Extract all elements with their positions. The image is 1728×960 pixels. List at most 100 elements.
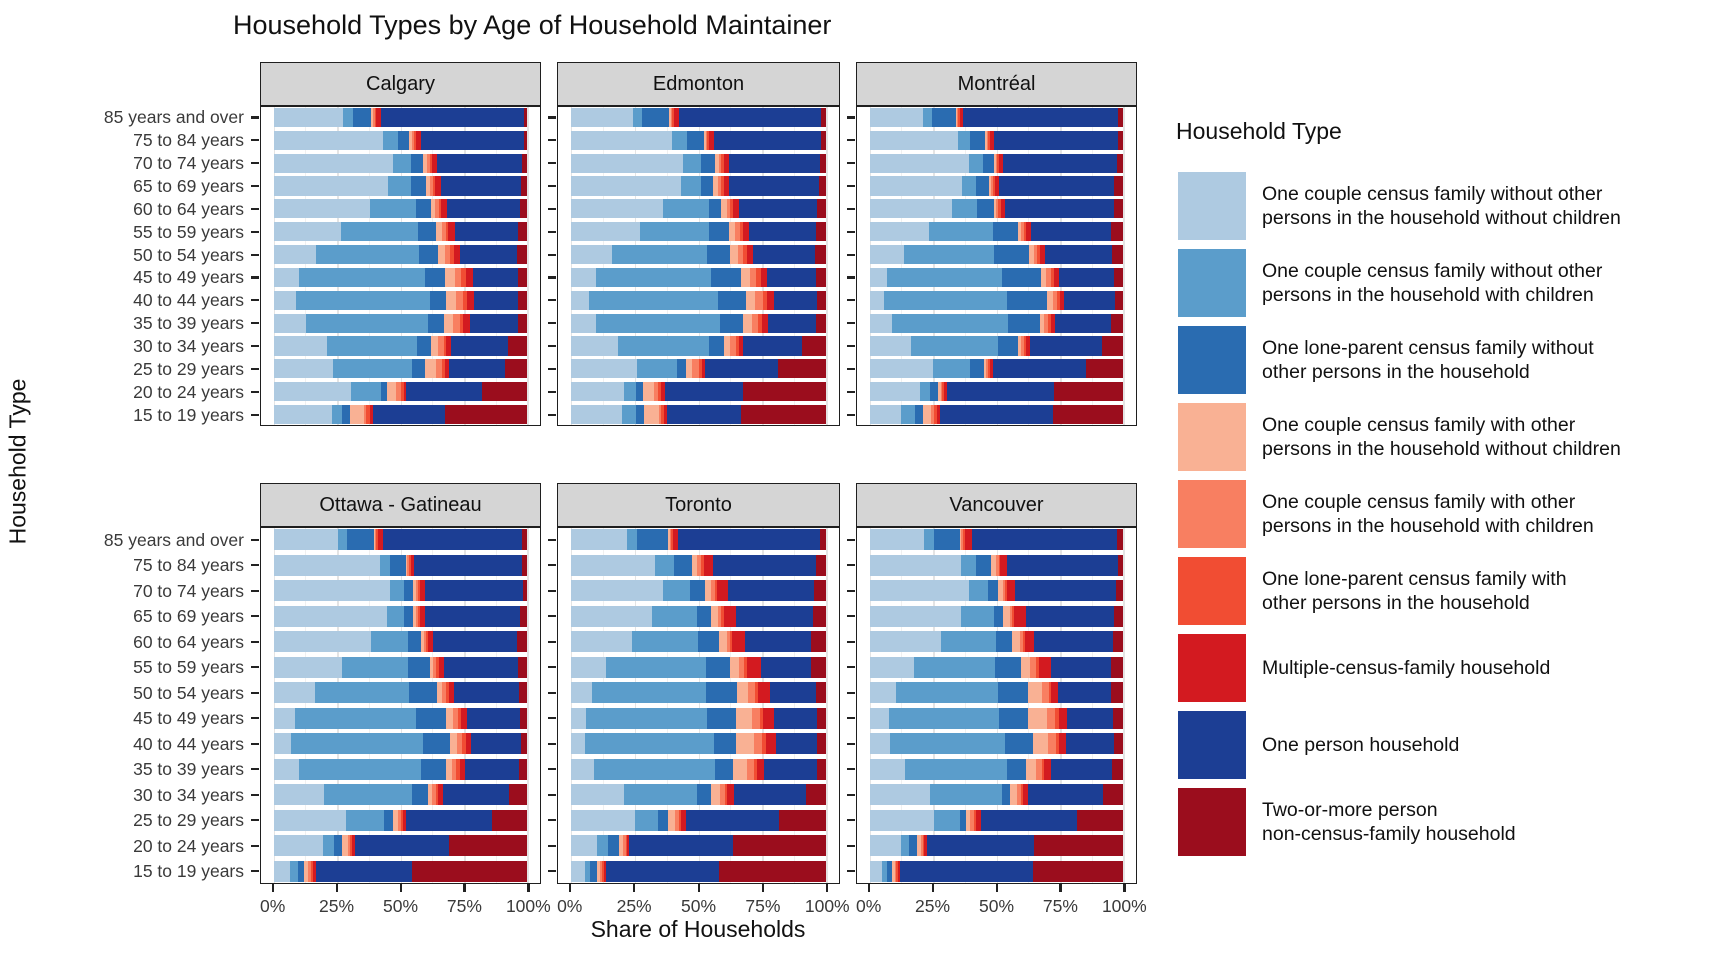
gridline-major xyxy=(698,107,701,425)
bar-segment xyxy=(711,580,715,602)
bar-segment xyxy=(1011,631,1020,653)
bar-segment xyxy=(946,382,1054,402)
bar-segment xyxy=(1067,707,1114,729)
bar-segment xyxy=(522,554,528,576)
bar-segment xyxy=(1041,682,1049,704)
bar-segment xyxy=(1012,605,1015,627)
bar-segment xyxy=(423,153,428,173)
bar-segment xyxy=(441,222,446,242)
bar-segment xyxy=(1112,758,1124,780)
bar-segment xyxy=(969,359,984,379)
y-axis-title: Household Type xyxy=(4,378,31,545)
bar-segment xyxy=(685,359,693,379)
bar-segment xyxy=(753,244,815,265)
bar-row xyxy=(570,107,827,128)
bar-segment xyxy=(958,130,970,150)
gridline-minor xyxy=(432,107,434,425)
bar-segment xyxy=(736,682,749,704)
y-axis-tick xyxy=(847,819,855,822)
bar-segment xyxy=(1027,784,1104,806)
bar-segment xyxy=(1006,554,1119,576)
bar-segment xyxy=(924,529,935,551)
bar-segment xyxy=(570,244,612,265)
bar-segment xyxy=(415,130,421,150)
bar-segment xyxy=(705,130,708,150)
bar-segment xyxy=(1021,336,1024,356)
bar-segment xyxy=(732,758,748,780)
bar-segment xyxy=(1019,631,1023,653)
y-axis-tick xyxy=(847,230,855,233)
bar-segment xyxy=(313,860,316,882)
bar-segment xyxy=(1036,758,1042,780)
bar-segment xyxy=(273,359,334,379)
bar-row xyxy=(869,290,1124,310)
bar-segment xyxy=(891,860,895,882)
bar-segment xyxy=(1114,605,1124,627)
x-axis-tick xyxy=(527,884,530,892)
bar-segment xyxy=(448,359,506,379)
bar-segment xyxy=(1015,580,1117,602)
y-axis-tick xyxy=(847,367,855,371)
bar-segment xyxy=(969,130,986,150)
bar-segment xyxy=(448,682,455,704)
legend-label: Multiple-census-family household xyxy=(1262,657,1551,679)
bar-segment xyxy=(869,682,897,704)
y-axis-tick xyxy=(847,640,855,643)
bar-segment xyxy=(1000,554,1007,576)
bar-segment xyxy=(721,176,725,196)
bar-row xyxy=(869,631,1124,653)
bar-row xyxy=(869,382,1124,402)
bar-segment xyxy=(1006,290,1048,310)
bar-segment xyxy=(911,336,998,356)
bar-segment xyxy=(410,176,426,196)
y-axis-label: 15 to 19 years xyxy=(133,861,244,882)
bar-segment xyxy=(625,835,627,857)
bar-segment xyxy=(440,176,521,196)
bar-row xyxy=(273,359,528,379)
bar-segment xyxy=(425,176,430,196)
bar-segment xyxy=(1002,605,1010,627)
gridline-major xyxy=(570,107,573,425)
bar-segment xyxy=(456,290,464,310)
bar-segment xyxy=(298,267,425,288)
bar-segment xyxy=(1009,605,1013,627)
bar-segment xyxy=(664,382,743,402)
bar-segment xyxy=(596,860,601,882)
bar-segment xyxy=(436,359,442,379)
bar-segment xyxy=(1056,290,1060,310)
bar-segment xyxy=(753,758,757,780)
y-axis-tick xyxy=(847,615,855,618)
bar-segment xyxy=(993,244,1030,265)
bar-segment xyxy=(697,605,712,627)
bar-segment xyxy=(400,809,403,831)
bar-segment xyxy=(427,153,430,173)
bar-segment xyxy=(347,529,374,551)
bar-segment xyxy=(1111,682,1124,704)
bar-segment xyxy=(354,835,450,857)
bar-segment xyxy=(938,382,941,402)
bar-segment xyxy=(964,529,972,551)
bar-segment xyxy=(453,313,460,333)
bar-row xyxy=(869,656,1124,678)
y-axis-tick xyxy=(548,844,556,847)
legend-swatch xyxy=(1178,634,1246,702)
bar-segment xyxy=(445,359,449,379)
y-axis-tick xyxy=(251,207,259,211)
bar-segment xyxy=(570,529,627,551)
bar-segment xyxy=(430,199,436,219)
bar-row xyxy=(869,244,1124,265)
bar-row xyxy=(570,404,827,425)
bar-segment xyxy=(721,199,727,219)
bar-segment xyxy=(698,631,719,653)
bar-segment xyxy=(869,222,930,242)
y-axis-tick xyxy=(548,538,556,541)
legend-label: One couple census family without other p… xyxy=(1262,260,1603,306)
y-axis-label: 85 years and over xyxy=(103,529,244,550)
bar-segment xyxy=(449,835,528,857)
bar-segment xyxy=(680,176,702,196)
bar-segment xyxy=(445,222,449,242)
bar-segment xyxy=(869,290,884,310)
bar-segment xyxy=(463,290,468,310)
bar-segment xyxy=(760,267,768,288)
bar-segment xyxy=(709,130,714,150)
